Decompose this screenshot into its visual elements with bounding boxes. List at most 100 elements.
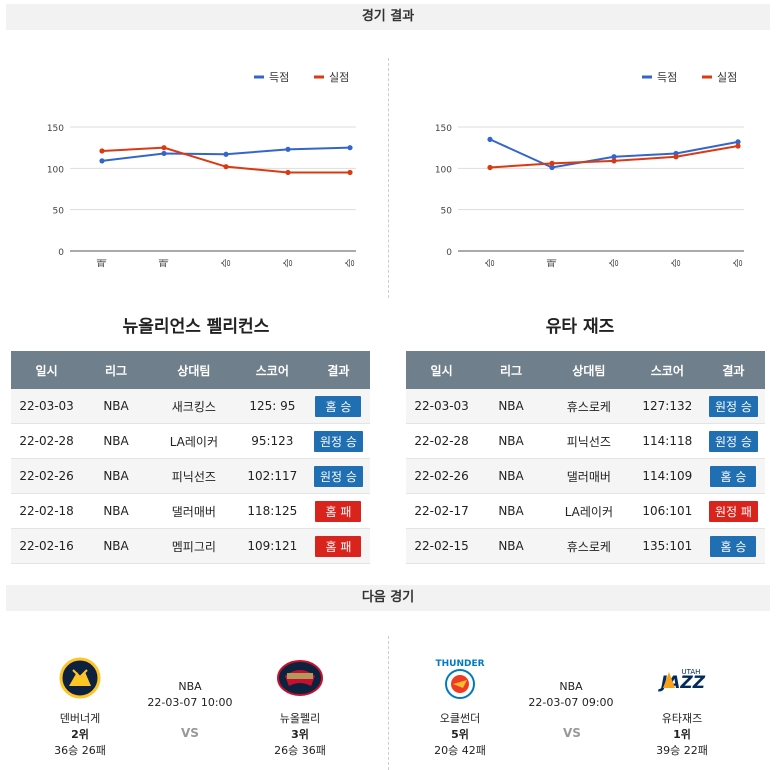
- league: NBA: [559, 680, 583, 693]
- x-tick-label: 패: [547, 258, 559, 267]
- column-header: 리그: [82, 351, 150, 389]
- score-cell: 118:125: [237, 493, 307, 529]
- x-tick-label: 승: [733, 258, 745, 267]
- column-header: 결과: [306, 351, 370, 389]
- team-name: 뉴올펠리: [279, 712, 321, 725]
- score-cell: 106:101: [632, 493, 702, 529]
- team-rank: 5위: [451, 728, 469, 741]
- result-badge: 원정 패: [708, 500, 758, 522]
- y-tick-label: 50: [441, 207, 453, 217]
- jazz-logo: JAZZ UTAH: [657, 656, 707, 700]
- opponent-cell: LA레이커: [544, 493, 633, 529]
- result-badge: 홈 패: [315, 500, 362, 522]
- opponent-cell: 댈러매버: [544, 458, 633, 494]
- team-rank: 2위: [71, 728, 89, 741]
- data-point: [487, 164, 493, 171]
- league-cell: NBA: [82, 389, 150, 424]
- team-record: 26승 36패: [274, 744, 326, 757]
- result-badge: 홈 승: [315, 395, 362, 417]
- data-point: [487, 136, 493, 142]
- league-cell: NBA: [82, 493, 150, 529]
- date-cell: 22-02-15: [406, 528, 478, 564]
- data-point: [99, 148, 105, 154]
- nuggets-logo: [55, 656, 105, 700]
- opponent-cell: LA레이커: [149, 423, 238, 459]
- team-record: 36승 26패: [54, 744, 106, 757]
- league-cell: NBA: [477, 458, 545, 494]
- table-row: 22-03-03 NBA 휴스로케 127:132 원정 승: [406, 389, 765, 424]
- vs-label: VS: [181, 726, 199, 740]
- data-point: [285, 169, 291, 176]
- y-tick-label: 0: [446, 248, 452, 258]
- data-point: [161, 145, 167, 151]
- score-cell: 114:118: [632, 423, 702, 459]
- result-badge: 원정 승: [708, 430, 758, 452]
- column-header: 일시: [11, 351, 83, 389]
- league-cell: NBA: [477, 423, 545, 459]
- data-point: [223, 151, 229, 157]
- result-badge: 홈 승: [710, 535, 757, 557]
- result-badge: 홈 승: [710, 465, 757, 487]
- date-cell: 22-02-26: [406, 458, 478, 494]
- score-cell: 127:132: [632, 389, 702, 424]
- thunder-logo: THUNDER: [435, 656, 485, 700]
- opponent-cell: 피닉선즈: [149, 458, 238, 494]
- x-tick-label: 승: [221, 258, 233, 267]
- table-row: 22-02-18 NBA 댈러매버 118:125 홈 패: [11, 493, 370, 529]
- opponent-cell: 피닉선즈: [544, 423, 633, 459]
- x-tick-label: 패: [159, 258, 171, 267]
- next-divider: [388, 636, 389, 770]
- result-badge: 원정 승: [313, 465, 363, 487]
- x-tick-label: 승: [485, 258, 497, 267]
- team-name: 덴버너게: [59, 712, 101, 725]
- league-cell: NBA: [82, 423, 150, 459]
- league-cell: NBA: [477, 493, 545, 529]
- data-point: [347, 169, 353, 176]
- x-tick-label: 승: [671, 258, 683, 267]
- team-record: 39승 22패: [656, 744, 708, 757]
- y-tick-label: 100: [47, 165, 64, 175]
- result-cell: 홈 승: [701, 458, 765, 494]
- next-team-jazz: JAZZ UTAH 유타재즈 1위 39승 22패: [632, 656, 732, 758]
- score-cell: 95:123: [237, 423, 307, 459]
- result-badge: 홈 패: [315, 535, 362, 557]
- result-cell: 원정 승: [701, 389, 765, 424]
- datetime: 22-03-07 09:00: [528, 696, 614, 709]
- table-row: 22-02-26 NBA 댈러매버 114:109 홈 승: [406, 458, 765, 494]
- result-badge: 원정 승: [313, 430, 363, 452]
- chart-new-orleans: 0 50 100 150 패 패 승 승 승 득점 실점: [47, 71, 357, 268]
- team-name: 유타재즈: [661, 712, 703, 725]
- league-cell: NBA: [82, 458, 150, 494]
- chart-utah: 0 50 100 150 승 패 승 승 승 득점 실점: [435, 71, 745, 268]
- column-header: 스코어: [632, 351, 702, 389]
- data-point: [735, 143, 741, 149]
- next-game-info-2: NBA 22-03-07 09:00: [521, 680, 621, 709]
- y-tick-label: 150: [435, 124, 452, 134]
- data-point: [673, 154, 679, 160]
- league-cell: NBA: [477, 389, 545, 424]
- result-cell: 홈 승: [701, 528, 765, 564]
- results-table-left: 일시 리그 상대팀 스코어 결과 22-03-03 NBA 새크킹스 125: 95 홈 승 22-…: [11, 351, 370, 564]
- legend-label: 실점: [717, 71, 737, 84]
- league-cell: NBA: [477, 528, 545, 564]
- table-header-row: 일시 리그 상대팀 스코어 결과: [406, 351, 765, 389]
- data-point: [285, 146, 291, 152]
- opponent-cell: 멤피그리: [149, 528, 238, 564]
- table-header-row: 일시 리그 상대팀 스코어 결과: [11, 351, 370, 389]
- next-section-title: 다음 경기: [6, 585, 770, 611]
- result-cell: 원정 승: [306, 458, 370, 494]
- date-cell: 22-02-17: [406, 493, 478, 529]
- data-point: [161, 150, 167, 157]
- date-cell: 22-02-18: [11, 493, 83, 529]
- league: NBA: [178, 680, 202, 693]
- team-title-right: 유타 재즈: [545, 317, 615, 337]
- date-cell: 22-02-28: [406, 423, 478, 459]
- x-tick-label: 승: [283, 258, 295, 267]
- table-row: 22-02-26 NBA 피닉선즈 102:117 원정 승: [11, 458, 370, 494]
- team-title-left: 뉴올리언스 펠리컨스: [122, 317, 270, 337]
- team-record: 20승 42패: [434, 744, 486, 757]
- column-header: 스코어: [237, 351, 307, 389]
- opponent-cell: 휴스로케: [544, 528, 633, 564]
- y-tick-label: 100: [435, 165, 452, 175]
- data-point: [735, 139, 741, 145]
